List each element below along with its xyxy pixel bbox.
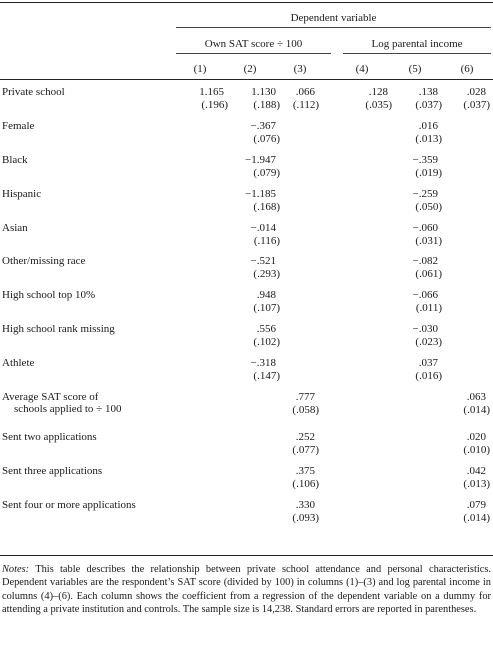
coefficient-cell: .042 (466, 465, 486, 477)
coefficient-cell: −.259 (412, 188, 438, 200)
coefficient-cell: .063 (466, 391, 486, 403)
row-label: Private school (2, 86, 65, 98)
row-label: Average SAT score of (2, 391, 99, 403)
standard-error-cell: (.031) (415, 235, 442, 247)
sat-group-underline (176, 53, 331, 54)
standard-error-cell: (.061) (415, 268, 442, 280)
table-notes: Notes: This table describes the relation… (2, 563, 491, 617)
top-rule (0, 2, 493, 3)
column-number-2: (2) (243, 63, 257, 75)
coefficient-cell: .079 (466, 499, 486, 511)
coefficient-cell: −1.185 (245, 188, 276, 200)
standard-error-cell: (.058) (292, 404, 319, 416)
standard-error-cell: (.010) (463, 444, 490, 456)
table-bottom-rule (0, 555, 493, 556)
standard-error-cell: (.106) (292, 478, 319, 490)
column-number-1: (1) (193, 63, 207, 75)
coefficient-cell: −.082 (412, 255, 438, 267)
coefficient-cell: .028 (466, 86, 486, 98)
standard-error-cell: (.011) (415, 302, 442, 314)
standard-error-cell: (.050) (415, 201, 442, 213)
row-label: Hispanic (2, 188, 42, 200)
column-number-3: (3) (293, 63, 307, 75)
column-number-4: (4) (355, 63, 369, 75)
standard-error-cell: (.014) (463, 512, 490, 524)
coefficient-cell: −.521 (250, 255, 276, 267)
parental-income-heading: Log parental income (371, 38, 463, 50)
row-label: Sent four or more applications (2, 499, 136, 511)
coefficient-cell: .252 (295, 431, 315, 443)
row-label: Black (2, 154, 28, 166)
row-label: High school top 10% (2, 289, 96, 301)
standard-error-cell: (.037) (463, 99, 490, 111)
notes-lead: Notes: (2, 564, 30, 575)
row-label: Female (2, 120, 35, 132)
row-label: Asian (2, 222, 28, 234)
coefficient-cell: .138 (418, 86, 438, 98)
coefficient-cell: −1.947 (245, 154, 276, 166)
notes-text: This table describes the relationship be… (2, 564, 491, 616)
coefficient-cell: −.066 (412, 289, 438, 301)
standard-error-cell: (.188) (253, 99, 280, 111)
standard-error-cell: (.013) (463, 478, 490, 490)
coefficient-cell: −.014 (250, 222, 276, 234)
standard-error-cell: (.076) (253, 133, 280, 145)
coefficient-cell: 1.130 (251, 86, 276, 98)
standard-error-cell: (.079) (253, 167, 280, 179)
row-label-continued: schools applied to ÷ 100 (14, 403, 122, 415)
coefficient-cell: −.359 (412, 154, 438, 166)
coefficient-cell: 1.165 (199, 86, 224, 98)
header-bottom-rule (0, 79, 493, 80)
coefficient-cell: .375 (295, 465, 315, 477)
coefficient-cell: .556 (256, 323, 276, 335)
coefficient-cell: .037 (418, 357, 438, 369)
column-number-5: (5) (408, 63, 422, 75)
standard-error-cell: (.196) (201, 99, 228, 111)
standard-error-cell: (.016) (415, 370, 442, 382)
standard-error-cell: (.013) (415, 133, 442, 145)
standard-error-cell: (.019) (415, 167, 442, 179)
standard-error-cell: (.116) (253, 235, 280, 247)
standard-error-cell: (.037) (415, 99, 442, 111)
standard-error-cell: (.293) (253, 268, 280, 280)
row-label: Other/missing race (2, 255, 86, 267)
row-label: Sent two applications (2, 431, 97, 443)
standard-error-cell: (.168) (253, 201, 280, 213)
coefficient-cell: .016 (418, 120, 438, 132)
coefficient-cell: .128 (368, 86, 388, 98)
coefficient-cell: −.030 (412, 323, 438, 335)
standard-error-cell: (.107) (253, 302, 280, 314)
coefficient-cell: .066 (295, 86, 315, 98)
coefficient-cell: .948 (256, 289, 276, 301)
row-label: Sent three applications (2, 465, 103, 477)
sat-score-heading: Own SAT score ÷ 100 (204, 38, 303, 50)
dependent-variable-underline (176, 27, 491, 28)
column-number-6: (6) (460, 63, 474, 75)
standard-error-cell: (.093) (292, 512, 319, 524)
standard-error-cell: (.102) (253, 336, 280, 348)
coefficient-cell: .777 (295, 391, 315, 403)
coefficient-cell: −.367 (250, 120, 276, 132)
standard-error-cell: (.035) (365, 99, 392, 111)
coefficient-cell: .330 (295, 499, 315, 511)
dependent-variable-heading: Dependent variable (290, 12, 377, 24)
row-label: High school rank missing (2, 323, 115, 335)
standard-error-cell: (.112) (292, 99, 319, 111)
standard-error-cell: (.014) (463, 404, 490, 416)
coefficient-cell: −.060 (412, 222, 438, 234)
coefficient-cell: −.318 (250, 357, 276, 369)
standard-error-cell: (.023) (415, 336, 442, 348)
standard-error-cell: (.077) (292, 444, 319, 456)
standard-error-cell: (.147) (253, 370, 280, 382)
row-label: Athlete (2, 357, 35, 369)
income-group-underline (343, 53, 491, 54)
coefficient-cell: .020 (466, 431, 486, 443)
